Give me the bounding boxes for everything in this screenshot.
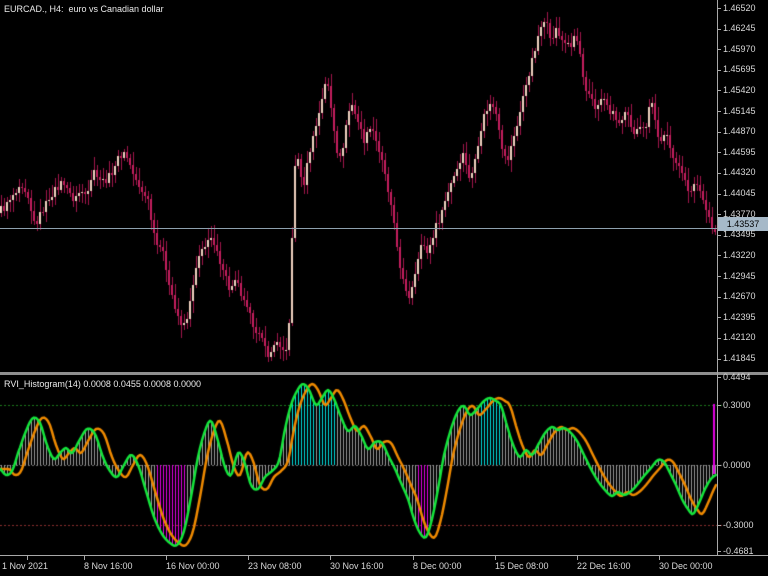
- price-axis-tick: [717, 49, 721, 50]
- time-axis-label: 16 Nov 00:00: [166, 561, 220, 571]
- time-axis-label: 15 Dec 08:00: [495, 561, 549, 571]
- indicator-level-label: -0.4681: [723, 545, 754, 556]
- time-axis-tick: [413, 556, 414, 560]
- price-axis-label: 1.44870: [723, 126, 756, 137]
- indicator-level-tick: [717, 405, 721, 406]
- panel-separator[interactable]: [0, 372, 768, 375]
- price-axis-label: 1.42395: [723, 311, 756, 322]
- price-axis-tick: [717, 173, 721, 174]
- time-axis-line: [0, 555, 768, 556]
- price-axis-tick: [717, 8, 721, 9]
- price-axis-tick: [717, 29, 721, 30]
- price-axis-label: 1.45695: [723, 64, 756, 75]
- indicator-level-label: -0.3000: [723, 519, 754, 530]
- bid-price-line: [0, 228, 717, 229]
- price-axis-tick: [717, 235, 721, 236]
- time-axis-tick: [84, 556, 85, 560]
- indicator-level-tick: [717, 525, 721, 526]
- price-axis-line: [717, 0, 718, 556]
- indicator-level-tick: [717, 377, 721, 378]
- price-axis-label: 1.43220: [723, 249, 756, 260]
- time-axis-label: 8 Dec 00:00: [413, 561, 462, 571]
- price-axis-tick: [717, 152, 721, 153]
- time-axis-tick: [577, 556, 578, 560]
- price-axis-tick: [717, 255, 721, 256]
- price-axis-tick: [717, 111, 721, 112]
- price-axis-label: 1.43495: [723, 229, 756, 240]
- price-axis-label: 1.46520: [723, 2, 756, 13]
- price-axis-label: 1.44320: [723, 167, 756, 178]
- time-axis-label: 30 Nov 16:00: [330, 561, 384, 571]
- indicator-level-tick: [717, 551, 721, 552]
- price-axis-label: 1.42945: [723, 270, 756, 281]
- price-axis-label: 1.46245: [723, 23, 756, 34]
- price-axis-tick: [717, 214, 721, 215]
- indicator-level-label: 0.0000: [723, 459, 751, 470]
- price-axis-label: 1.45145: [723, 105, 756, 116]
- price-axis-label: 1.42120: [723, 332, 756, 343]
- time-axis-label: 1 Nov 2021: [2, 561, 49, 571]
- time-axis-tick: [659, 556, 660, 560]
- price-axis-label: 1.45970: [723, 43, 756, 54]
- indicator-level-label: 0.4494: [723, 371, 751, 382]
- time-axis-tick: [27, 556, 28, 560]
- indicator-level-tick: [717, 465, 721, 466]
- time-axis-label: 23 Nov 08:00: [248, 561, 302, 571]
- price-axis-tick: [717, 317, 721, 318]
- price-axis-label: 1.44045: [723, 188, 756, 199]
- price-axis-tick: [717, 194, 721, 195]
- time-axis-tick: [495, 556, 496, 560]
- price-axis-tick: [717, 276, 721, 277]
- time-axis-label: 30 Dec 00:00: [659, 561, 713, 571]
- main-price-chart[interactable]: [0, 0, 768, 372]
- price-axis-label: 1.45420: [723, 84, 756, 95]
- indicator-level-label: 0.3000: [723, 399, 751, 410]
- price-axis-tick: [717, 297, 721, 298]
- indicator-title: RVI_Histogram(14) 0.0008 0.0455 0.0008 0…: [4, 379, 201, 389]
- price-axis-tick: [717, 90, 721, 91]
- price-axis-label: 1.43770: [723, 208, 756, 219]
- bid-price-badge: 1.43537: [718, 217, 768, 231]
- rvi-histogram-panel[interactable]: [0, 375, 768, 556]
- price-axis-tick: [717, 132, 721, 133]
- time-axis-label: 22 Dec 16:00: [577, 561, 631, 571]
- price-axis-label: 1.42670: [723, 291, 756, 302]
- price-axis-tick: [717, 338, 721, 339]
- time-axis-tick: [166, 556, 167, 560]
- chart-title: EURCAD., H4: euro vs Canadian dollar: [4, 4, 164, 14]
- price-axis-tick: [717, 70, 721, 71]
- price-axis-tick: [717, 359, 721, 360]
- time-axis-tick: [330, 556, 331, 560]
- time-axis-label: 8 Nov 16:00: [84, 561, 133, 571]
- time-axis-tick: [248, 556, 249, 560]
- price-axis-label: 1.44595: [723, 146, 756, 157]
- price-axis-label: 1.41845: [723, 353, 756, 364]
